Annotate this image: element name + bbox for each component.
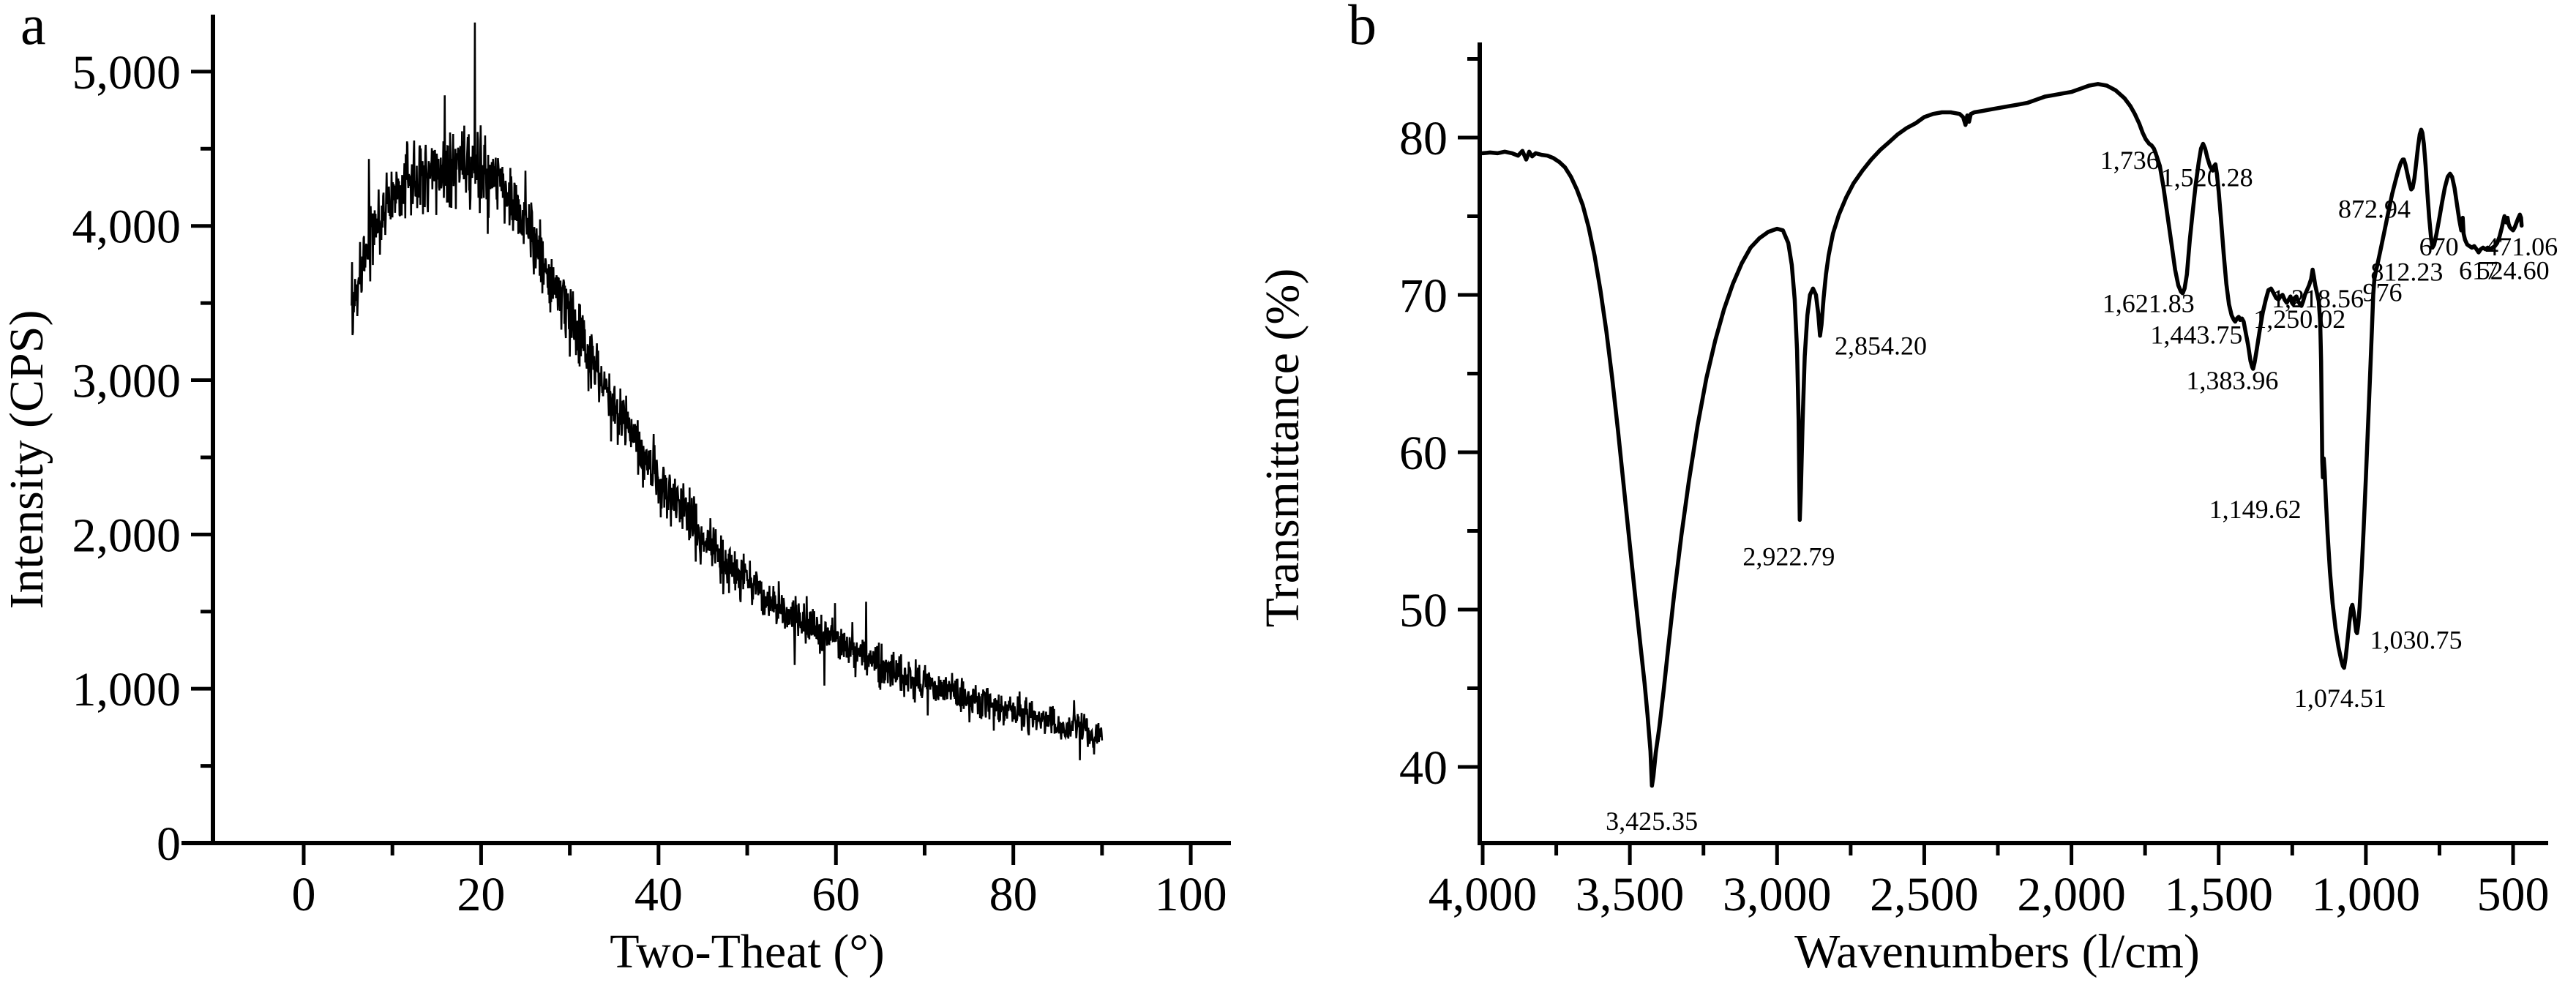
x-tick-label: 20 bbox=[457, 868, 505, 921]
peak-annotation-label: 976 bbox=[2363, 278, 2403, 307]
ftir-axes: 4,000 3,500 3,000 2,500 2,000 1,500 1,000 500 40… bbox=[1399, 42, 2550, 921]
ftir-spectrum-trace bbox=[1480, 82, 2524, 788]
y-tick-label: 1,000 bbox=[72, 663, 181, 716]
x-tick-label: 3,500 bbox=[1576, 868, 1685, 921]
peak-annotation-label: 1,736 bbox=[2100, 146, 2160, 175]
y-tick-label: 70 bbox=[1399, 269, 1448, 323]
x-tick-label: 2,500 bbox=[1870, 868, 1979, 921]
peak-annotation-label: 812.23 bbox=[2370, 258, 2443, 287]
y-tick-label: 40 bbox=[1399, 741, 1448, 795]
x-tick-label: 2,000 bbox=[2017, 868, 2126, 921]
ftir-y-axis-title: Transmittance (%) bbox=[1256, 269, 1309, 628]
ftir-x-axis-title: Wavenumbers (l/cm) bbox=[1794, 925, 2200, 978]
xrd-series bbox=[351, 22, 1104, 760]
peak-annotation-label: 524.60 bbox=[2477, 255, 2550, 285]
y-tick-label: 60 bbox=[1399, 427, 1448, 480]
peak-annotation-label: 2,854.20 bbox=[1835, 332, 1927, 361]
x-tick-label: 3,000 bbox=[1723, 868, 1832, 921]
peak-annotation-label: 617 bbox=[2459, 255, 2498, 285]
x-tick-label: 1,000 bbox=[2312, 868, 2421, 921]
x-tick-label: 80 bbox=[989, 868, 1038, 921]
peak-annotation-label: 2,922.79 bbox=[1742, 542, 1835, 572]
x-tick-label: 4,000 bbox=[1429, 868, 1538, 921]
peak-annotation-label: 3,425.35 bbox=[1606, 806, 1698, 836]
xrd-chart: a Two-Theat (°) Intensity (CPS) 0 20 40 60 8… bbox=[0, 0, 1231, 978]
panel-b-letter: b bbox=[1348, 0, 1377, 56]
peak-annotation-label: 1,621.83 bbox=[2103, 289, 2195, 318]
x-tick-label: 0 bbox=[292, 868, 316, 921]
peak-annotation-label: 1,149.62 bbox=[2209, 495, 2302, 524]
peak-annotation-label: 1,520.28 bbox=[2161, 163, 2253, 192]
peak-annotation-label: 1,030.75 bbox=[2370, 626, 2462, 655]
peak-annotation-label: 1,074.51 bbox=[2294, 683, 2386, 713]
x-tick-label: 500 bbox=[2477, 868, 2550, 921]
y-tick-label: 3,000 bbox=[72, 355, 181, 408]
xrd-y-axis-title: Intensity (CPS) bbox=[0, 310, 53, 610]
ftir-series bbox=[1480, 82, 2524, 788]
y-tick-label: 5,000 bbox=[72, 46, 181, 100]
peak-annotation-label: 1,383.96 bbox=[2186, 366, 2278, 395]
xrd-pattern-trace bbox=[351, 22, 1104, 760]
x-tick-label: 100 bbox=[1155, 868, 1227, 921]
panel-a-letter: a bbox=[20, 0, 46, 56]
y-tick-label: 2,000 bbox=[72, 509, 181, 562]
peak-annotation-label: 1,443.75 bbox=[2150, 321, 2242, 350]
y-tick-label: 50 bbox=[1399, 584, 1448, 637]
peak-annotation-label: 1,250.02 bbox=[2253, 304, 2345, 334]
y-tick-label: 4,000 bbox=[72, 201, 181, 254]
ftir-chart: b Wavenumbers (l/cm) Transmittance (%) 3… bbox=[1256, 0, 2558, 978]
ftir-peak-annotations: 3,425.35 2,922.79 2,854.20 1,736 1,621.83 1,5… bbox=[1606, 146, 2558, 836]
xrd-axes: 0 20 40 60 80 100 0 1,000 2,000 3,000 4,000 5,000 bbox=[72, 15, 1231, 921]
x-tick-label: 60 bbox=[812, 868, 860, 921]
y-tick-label: 0 bbox=[157, 817, 181, 871]
x-tick-label: 40 bbox=[634, 868, 683, 921]
x-tick-label: 1,500 bbox=[2164, 868, 2273, 921]
peak-annotation-label: 670 bbox=[2419, 232, 2459, 261]
y-tick-label: 80 bbox=[1399, 112, 1448, 165]
peak-annotation-label: 872.94 bbox=[2338, 195, 2411, 224]
xrd-x-axis-title: Two-Theat (°) bbox=[610, 925, 884, 978]
